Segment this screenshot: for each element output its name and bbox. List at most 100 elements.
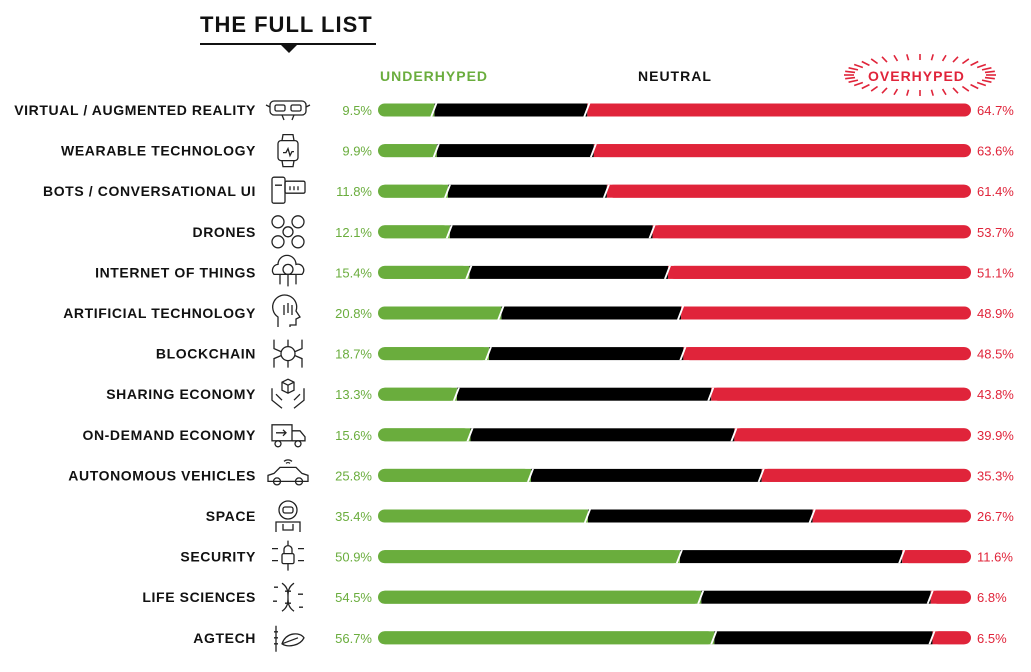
underhyped-value-label: 15.4% <box>335 265 372 280</box>
chart-row: SPACE 35.4% 26.7% <box>206 508 1015 524</box>
overhyped-value-label: 26.7% <box>977 509 1014 524</box>
chart-row: WEARABLE TECHNOLOGY 9.9% 63.6% <box>61 143 1014 159</box>
overhyped-value-label: 6.5% <box>977 631 1007 646</box>
burst-ray <box>870 58 879 65</box>
segment-divider <box>677 306 685 320</box>
category-label: AGTECH <box>193 630 256 646</box>
bar-overhyped-fill <box>667 265 965 279</box>
category-label: LIFE SCIENCES <box>142 589 256 605</box>
overhyped-value-label: 61.4% <box>977 184 1014 199</box>
category-label: VIRTUAL / AUGMENTED REALITY <box>14 102 256 118</box>
bar-underhyped-fill <box>384 468 531 482</box>
segment-divider <box>730 428 738 442</box>
chart-row: BLOCKCHAIN 18.7% 48.5% <box>156 346 1014 362</box>
segment-divider <box>926 590 934 604</box>
burst-ray <box>941 54 947 62</box>
chart-row: AUTONOMOUS VEHICLES 25.8% 35.3% <box>68 467 1014 483</box>
burst-ray <box>961 58 970 65</box>
overhyped-value-label: 64.7% <box>977 103 1014 118</box>
plant-leaf-icon <box>274 625 305 652</box>
bar-neutral <box>501 306 682 320</box>
overhyped-value-label: 51.1% <box>977 265 1014 280</box>
hands-box-icon <box>271 378 305 409</box>
segment-divider <box>432 144 440 158</box>
segment-divider <box>443 184 451 198</box>
bar-neutral <box>701 590 931 604</box>
overhyped-value-label: 48.9% <box>977 306 1014 321</box>
category-label: ON-DEMAND ECONOMY <box>82 427 256 443</box>
bar-underhyped-fill <box>384 265 470 279</box>
burst-ray <box>970 83 979 90</box>
burst-ray <box>970 60 979 67</box>
burst-ray <box>981 79 992 83</box>
segment-divider <box>484 347 492 361</box>
title-pointer-icon <box>281 45 297 53</box>
bar-neutral <box>447 184 607 198</box>
bar-overhyped-fill <box>812 509 965 523</box>
bar-overhyped-fill <box>932 631 965 645</box>
cloud-network-icon <box>271 254 305 287</box>
bar-overhyped-fill <box>930 590 965 604</box>
title-underline <box>200 43 376 45</box>
segment-divider <box>589 144 597 158</box>
segment-divider <box>675 550 683 564</box>
bar-overhyped-fill <box>606 184 965 198</box>
chart-row: SHARING ECONOMY 13.3% 43.8% <box>106 386 1014 402</box>
bar-neutral <box>456 387 712 401</box>
underhyped-value-label: 25.8% <box>335 468 372 483</box>
chart-row: BOTS / CONVERSATIONAL UI 11.8% 61.4% <box>43 183 1014 199</box>
segment-divider <box>648 225 656 239</box>
overhyped-value-label: 48.5% <box>977 347 1014 362</box>
underhyped-value-label: 18.7% <box>335 347 372 362</box>
overhyped-value-label: 39.9% <box>977 428 1014 443</box>
segment-divider <box>808 509 816 523</box>
burst-ray <box>981 67 992 71</box>
bar-neutral <box>714 631 933 645</box>
underhyped-value-label: 50.9% <box>335 550 372 565</box>
segment-divider <box>757 468 765 482</box>
category-label: INTERNET OF THINGS <box>95 264 256 280</box>
chart-title: THE FULL LIST <box>200 12 373 37</box>
segment-divider <box>663 265 671 279</box>
burst-ray <box>893 88 899 96</box>
burst-ray <box>845 70 856 74</box>
category-label: SPACE <box>206 508 256 524</box>
bar-underhyped-fill <box>384 347 489 361</box>
category-label: ARTIFICIAL TECHNOLOGY <box>63 305 256 321</box>
burst-ray <box>952 87 959 94</box>
bar-neutral <box>530 468 762 482</box>
burst-ray <box>881 87 888 94</box>
segment-divider <box>679 347 687 361</box>
burst-ray <box>930 54 934 61</box>
overhyped-value-label: 35.3% <box>977 468 1014 483</box>
burst-ray <box>853 81 864 87</box>
overhyped-burst-icon <box>844 54 996 96</box>
burst-ray <box>976 81 987 87</box>
category-label: DRONES <box>193 224 257 240</box>
bar-neutral <box>469 265 668 279</box>
segment-divider <box>602 184 610 198</box>
segment-divider <box>526 468 534 482</box>
bar-neutral <box>587 509 813 523</box>
security-lock-icon <box>272 540 304 571</box>
burst-ray <box>961 85 970 92</box>
category-label: SHARING ECONOMY <box>106 386 256 402</box>
underhyped-value-label: 9.9% <box>342 144 372 159</box>
bar-neutral <box>449 225 653 239</box>
segment-divider <box>430 103 438 117</box>
burst-ray <box>853 63 864 69</box>
bar-overhyped-fill <box>902 550 965 564</box>
bar-underhyped-fill <box>384 509 588 523</box>
bar-underhyped-fill <box>384 225 450 239</box>
segment-divider <box>583 103 591 117</box>
bar-neutral <box>679 550 903 564</box>
segment-divider <box>707 387 715 401</box>
burst-ray <box>848 67 859 71</box>
underhyped-value-label: 15.6% <box>335 428 372 443</box>
legend-underhyped: UNDERHYPED <box>380 68 489 84</box>
underhyped-value-label: 12.1% <box>335 225 372 240</box>
dna-icon <box>273 582 303 612</box>
chart-row: INTERNET OF THINGS 15.4% 51.1% <box>95 264 1014 280</box>
segment-divider <box>928 631 936 645</box>
